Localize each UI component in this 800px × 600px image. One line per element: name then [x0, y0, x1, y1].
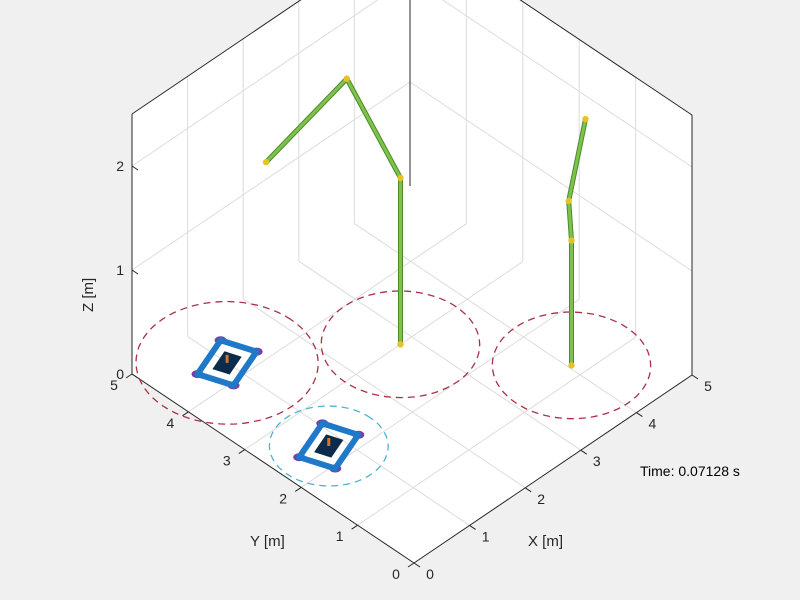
grid-line-floor-x [187, 335, 470, 526]
z-tick-mark [131, 373, 139, 379]
manipulator-arms [262, 75, 589, 369]
dashed-circle [135, 300, 319, 425]
x-tick-mark [413, 562, 421, 568]
z-axis-label: Z [m] [80, 278, 97, 312]
manipulator-joint [568, 362, 575, 369]
manipulator-joint [582, 115, 589, 123]
x-tick-mark [580, 449, 588, 455]
rover [293, 419, 365, 473]
x-tick-label: 4 [649, 416, 657, 432]
x-tick-label: 5 [704, 378, 712, 394]
axes-panes [132, 0, 692, 563]
x-tick-label: 3 [593, 453, 601, 469]
z-tick-mark [131, 269, 139, 275]
dashed-circle [491, 311, 652, 420]
axes-frame [125, 0, 699, 568]
grid-line-floor-x [242, 298, 526, 489]
y-tick-mark [351, 524, 358, 530]
y-tick-mark [125, 373, 133, 379]
x-tick-mark [469, 524, 476, 530]
y-tick-label: 0 [392, 566, 400, 582]
manipulator [262, 75, 404, 348]
x-tick-label: 1 [482, 528, 490, 544]
manipulator-joint [343, 75, 350, 82]
manipulator-joint [565, 197, 572, 205]
y-axis-line [131, 373, 415, 564]
rover-body [296, 420, 362, 472]
manipulator-link [567, 118, 587, 366]
y-tick-label: 3 [223, 453, 231, 469]
floor-pane [132, 186, 692, 563]
manipulator-link [265, 77, 402, 345]
rover-base-plate [212, 351, 242, 375]
x-axis-label: X [m] [528, 533, 563, 550]
manipulator-joint [568, 237, 575, 244]
frame-edge [519, 0, 693, 116]
x-tick-mark [691, 374, 699, 380]
grid-line-wall-z [441, 0, 693, 168]
grid-line-floor-y [357, 336, 636, 526]
frame-edge [131, 0, 302, 115]
y-axis-label: Y [m] [250, 533, 285, 550]
rover-body [194, 337, 260, 389]
grid-line-floor-y [244, 261, 524, 451]
time-annotation: Time: 0.07128 s [640, 463, 740, 479]
manipulator-joint [397, 174, 404, 182]
grid-line-wall-z [131, 0, 379, 167]
y-tick-label: 2 [279, 490, 287, 506]
y-tick-mark [182, 411, 189, 417]
rover-base-plate [314, 434, 344, 458]
x-axis-line [413, 374, 693, 564]
back-left-pane [132, 0, 410, 374]
grid-line-floor-y [300, 298, 580, 488]
dashed-circles [135, 290, 652, 487]
x-tick-mark [636, 412, 643, 418]
x-tick-label: 0 [426, 566, 434, 582]
grid-line-floor-x [298, 260, 582, 451]
x-tick-label: 2 [537, 491, 545, 507]
manipulator-joint [262, 158, 270, 166]
z-tick-mark [131, 165, 139, 171]
y-tick-label: 1 [336, 528, 344, 544]
z-tick-label: 1 [116, 262, 124, 278]
grid-line-wall-z [409, 81, 693, 272]
rovers [191, 336, 365, 473]
y-tick-mark [294, 486, 302, 492]
manipulator [565, 115, 589, 369]
dashed-circle [268, 405, 389, 487]
z-tick-label: 0 [116, 366, 124, 382]
back-right-pane [410, 0, 692, 375]
rover [191, 336, 263, 390]
y-tick-mark [238, 449, 246, 455]
y-tick-label: 4 [167, 415, 175, 431]
dashed-circle [320, 290, 481, 399]
z-tick-label: 2 [116, 158, 124, 174]
manipulator-joint [397, 341, 404, 348]
x-tick-mark [524, 487, 532, 493]
y-tick-mark [407, 562, 415, 568]
y-tick-label: 5 [110, 377, 118, 393]
